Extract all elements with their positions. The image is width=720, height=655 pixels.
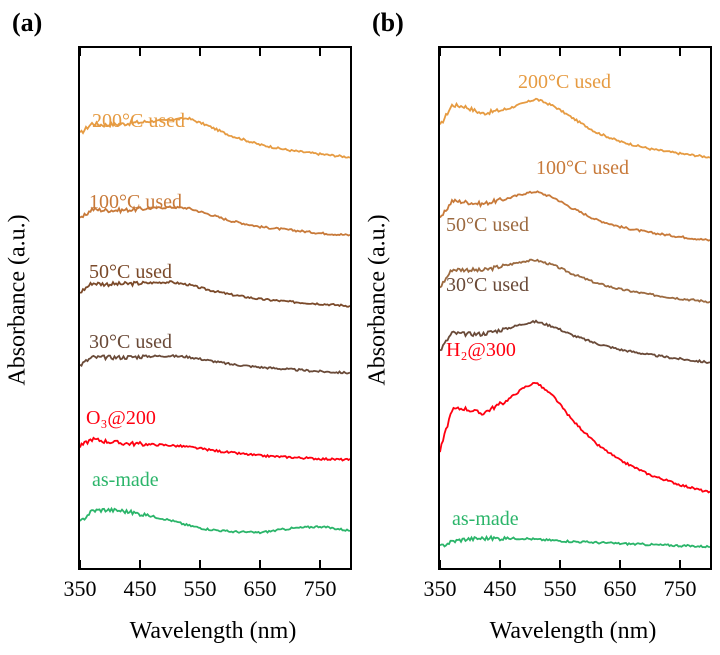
x-tick <box>619 560 621 568</box>
x-tick-label: 750 <box>304 576 337 602</box>
series-curve <box>440 383 710 493</box>
x-tick <box>199 560 201 568</box>
series-label: 200°C used <box>518 71 611 94</box>
x-tick <box>679 48 681 56</box>
series-label: 200°C used <box>92 110 185 133</box>
series-label: O₃@200 <box>86 407 156 430</box>
series-label: as-made <box>92 469 159 492</box>
series-label: 30°C used <box>89 331 172 354</box>
panel-b-ylabel: Absorbance (a.u.) <box>365 214 392 385</box>
panel-b-plotbox: 200°C used 100°C used 50°C used 30°C used H₂… <box>438 46 712 570</box>
x-tick <box>439 560 441 568</box>
x-tick <box>199 48 201 56</box>
series-label: 50°C used <box>89 261 172 284</box>
series-label: 50°C used <box>446 214 529 237</box>
x-tick <box>619 48 621 56</box>
x-tick-label: 350 <box>64 576 97 602</box>
x-tick <box>79 560 81 568</box>
x-tick <box>259 560 261 568</box>
x-tick-label: 550 <box>544 576 577 602</box>
series-label: 100°C used <box>536 157 629 180</box>
x-tick <box>319 560 321 568</box>
series-curve <box>80 509 350 534</box>
x-tick-label: 650 <box>244 576 277 602</box>
series-label: as-made <box>452 508 519 531</box>
x-tick-label: 550 <box>184 576 217 602</box>
x-tick-label: 350 <box>424 576 457 602</box>
x-tick <box>259 48 261 56</box>
x-tick <box>559 48 561 56</box>
series-curve <box>80 281 350 307</box>
panel-a-tag: (a) <box>12 8 42 38</box>
series-label: 30°C used <box>446 274 529 297</box>
x-tick-label: 450 <box>484 576 517 602</box>
x-tick <box>499 48 501 56</box>
x-tick <box>139 560 141 568</box>
x-tick <box>139 48 141 56</box>
x-tick-label: 750 <box>664 576 697 602</box>
series-curve <box>80 438 350 461</box>
figure-container: (a) Absorbance (a.u.) 200°C used 100°C us… <box>0 0 720 655</box>
x-tick-label: 450 <box>124 576 157 602</box>
panel-a-xlabel: Wavelength (nm) <box>78 618 348 645</box>
series-label: H₂@300 <box>446 339 516 362</box>
x-tick <box>79 48 81 56</box>
panel-b-xlabel: Wavelength (nm) <box>438 618 708 645</box>
x-tick <box>559 560 561 568</box>
panel-a: (a) Absorbance (a.u.) 200°C used 100°C us… <box>0 0 360 655</box>
panel-a-plotbox: 200°C used 100°C used 50°C used 30°C used O₃… <box>78 46 352 570</box>
panel-a-ylabel: Absorbance (a.u.) <box>5 214 32 385</box>
x-tick <box>439 48 441 56</box>
panel-b: (b) Absorbance (a.u.) 200°C used 100°C us… <box>360 0 720 655</box>
series-label: 100°C used <box>89 191 182 214</box>
x-tick <box>319 48 321 56</box>
panel-b-svg <box>440 48 710 568</box>
panel-b-tag: (b) <box>372 8 404 38</box>
series-curve <box>80 355 350 374</box>
series-curve <box>440 99 710 158</box>
x-tick <box>679 560 681 568</box>
x-tick-label: 650 <box>604 576 637 602</box>
x-tick <box>499 560 501 568</box>
series-curve <box>440 536 710 547</box>
